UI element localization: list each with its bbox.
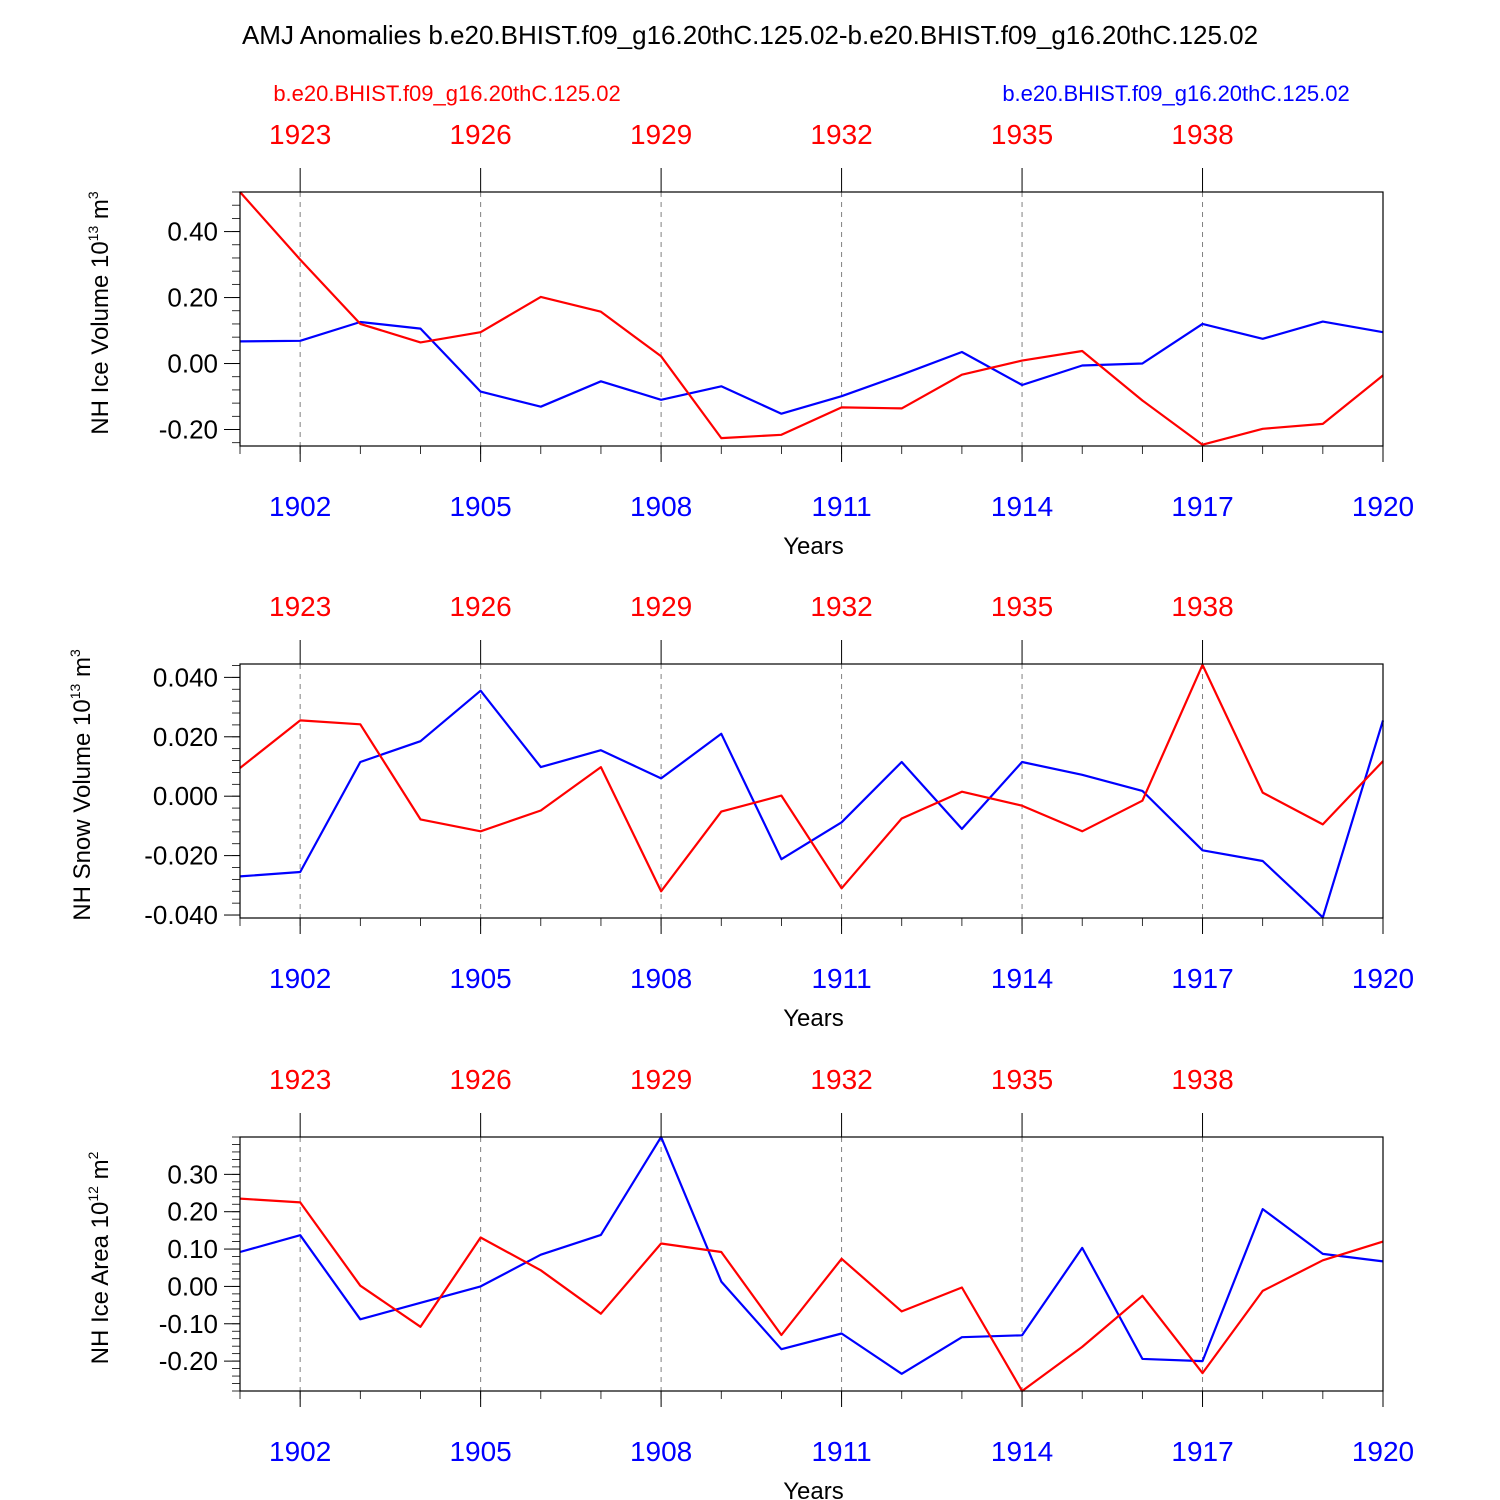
y-tick-label: 0.20 xyxy=(167,1197,218,1227)
y-tick-label: 0.00 xyxy=(167,1271,218,1301)
bottom-x-tick-label: 1914 xyxy=(991,1436,1053,1467)
x-axis-label: Years xyxy=(783,1005,844,1032)
y-axis-label: NH Ice Area 1012 m2 xyxy=(85,1151,114,1364)
bottom-x-tick-label: 1920 xyxy=(1352,963,1414,994)
bottom-x-tick-label: 1911 xyxy=(811,963,871,994)
chart-panel-2: -0.040 -0.020 0.000 0.020 0.040 1902 1905 1908 1… xyxy=(67,591,1414,1032)
plot-frame xyxy=(239,1136,1384,1392)
red-series-line xyxy=(239,663,1384,893)
top-x-tick-label: 1938 xyxy=(1171,591,1233,622)
bottom-x-tick-label: 1908 xyxy=(630,491,692,522)
y-tick-label: 0.10 xyxy=(167,1234,218,1264)
y-tick-label: 0.020 xyxy=(153,722,218,752)
left-case-label: b.e20.BHIST.f09_g16.20thC.125.02 xyxy=(273,81,620,106)
top-x-tick-label: 1926 xyxy=(449,119,511,150)
blue-series-line xyxy=(239,1135,1384,1375)
top-x-tick-label: 1935 xyxy=(991,591,1053,622)
top-x-tick-label: 1929 xyxy=(630,119,692,150)
bottom-x-tick-label: 1902 xyxy=(269,1436,331,1467)
top-x-tick-label: 1929 xyxy=(630,1064,692,1095)
top-x-tick-label: 1932 xyxy=(810,591,872,622)
y-tick-label: -0.20 xyxy=(159,1346,218,1376)
top-x-tick-label: 1935 xyxy=(991,1064,1053,1095)
bottom-x-tick-label: 1920 xyxy=(1352,491,1414,522)
bottom-x-tick-label: 1905 xyxy=(449,963,511,994)
plot-frame xyxy=(239,663,1384,919)
top-x-tick-label: 1938 xyxy=(1171,119,1233,150)
red-series-line xyxy=(239,191,1384,446)
plot-frame xyxy=(239,191,1384,447)
bottom-x-tick-label: 1902 xyxy=(269,963,331,994)
bottom-x-tick-label: 1917 xyxy=(1171,491,1233,522)
top-x-tick-label: 1926 xyxy=(449,591,511,622)
bottom-x-tick-label: 1911 xyxy=(811,491,871,522)
y-tick-label: 0.30 xyxy=(167,1159,218,1189)
blue-series-line xyxy=(239,320,1384,415)
top-x-tick-label: 1929 xyxy=(630,591,692,622)
figure-title: AMJ Anomalies b.e20.BHIST.f09_g16.20thC.… xyxy=(242,20,1258,50)
y-tick-label: 0.40 xyxy=(167,217,218,247)
bottom-x-tick-label: 1908 xyxy=(630,1436,692,1467)
bottom-x-tick-label: 1902 xyxy=(269,491,331,522)
y-tick-label: -0.20 xyxy=(159,415,218,445)
top-x-tick-label: 1932 xyxy=(810,119,872,150)
y-tick-label: -0.10 xyxy=(159,1309,218,1339)
bottom-x-tick-label: 1908 xyxy=(630,963,692,994)
x-axis-label: Years xyxy=(783,533,844,560)
y-tick-label: -0.040 xyxy=(144,900,218,930)
bottom-x-tick-label: 1914 xyxy=(991,491,1053,522)
y-tick-label: -0.020 xyxy=(144,841,218,871)
bottom-x-tick-label: 1920 xyxy=(1352,1436,1414,1467)
y-tick-label: 0.20 xyxy=(167,283,218,313)
red-series-line xyxy=(239,1197,1384,1393)
bottom-x-tick-label: 1905 xyxy=(449,1436,511,1467)
top-x-tick-label: 1938 xyxy=(1171,1064,1233,1095)
top-x-tick-label: 1935 xyxy=(991,119,1053,150)
bottom-x-tick-label: 1917 xyxy=(1171,1436,1233,1467)
y-tick-label: 0.000 xyxy=(153,781,218,811)
top-x-tick-label: 1923 xyxy=(269,1064,331,1095)
bottom-x-tick-label: 1905 xyxy=(449,491,511,522)
top-x-tick-label: 1923 xyxy=(269,591,331,622)
top-x-tick-label: 1926 xyxy=(449,1064,511,1095)
y-tick-label: 0.040 xyxy=(153,662,218,692)
right-case-label: b.e20.BHIST.f09_g16.20thC.125.02 xyxy=(1002,81,1349,106)
bottom-x-tick-label: 1917 xyxy=(1171,963,1233,994)
bottom-x-tick-label: 1911 xyxy=(811,1436,871,1467)
y-axis-label: NH Ice Volume 1013 m3 xyxy=(85,191,114,435)
y-tick-label: 0.00 xyxy=(167,349,218,379)
chart-panel-1: -0.20 0.00 0.20 0.40 1902 1905 1908 1911 1914 191… xyxy=(85,119,1414,560)
bottom-x-tick-label: 1914 xyxy=(991,963,1053,994)
top-x-tick-label: 1932 xyxy=(810,1064,872,1095)
chart-panel-3: -0.20 -0.10 0.00 0.10 0.20 0.30 1902 1905 1908 19… xyxy=(85,1064,1414,1500)
x-axis-label: Years xyxy=(783,1478,844,1500)
top-x-tick-label: 1923 xyxy=(269,119,331,150)
y-axis-label: NH Snow Volume 1013 m3 xyxy=(67,649,96,921)
